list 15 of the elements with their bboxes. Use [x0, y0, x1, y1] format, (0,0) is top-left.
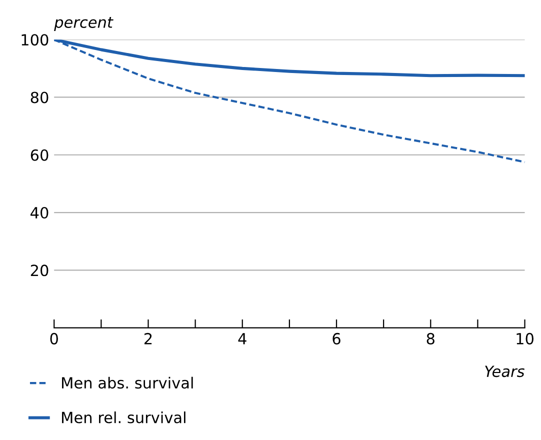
legend-label: Men rel. survival — [62, 411, 186, 424]
y-tick-label: 80 — [30, 92, 48, 104]
legend-label: Men abs. survival — [62, 376, 193, 389]
y-axis-title: percent — [54, 17, 114, 31]
x-tick-label: 0 — [50, 332, 58, 344]
y-tick-label: 40 — [30, 206, 48, 219]
x-tick-label: 10 — [516, 332, 534, 344]
y-tick-label: 100 — [22, 34, 48, 46]
x-tick-label: 4 — [238, 333, 246, 344]
x-axis-title: Years — [485, 366, 524, 378]
y-tick-label: 60 — [30, 149, 48, 161]
x-tick-label: 6 — [332, 332, 340, 344]
x-tick-label: 2 — [144, 332, 152, 344]
y-tick-label: 20 — [30, 264, 48, 276]
x-tick-label: 8 — [426, 332, 434, 344]
